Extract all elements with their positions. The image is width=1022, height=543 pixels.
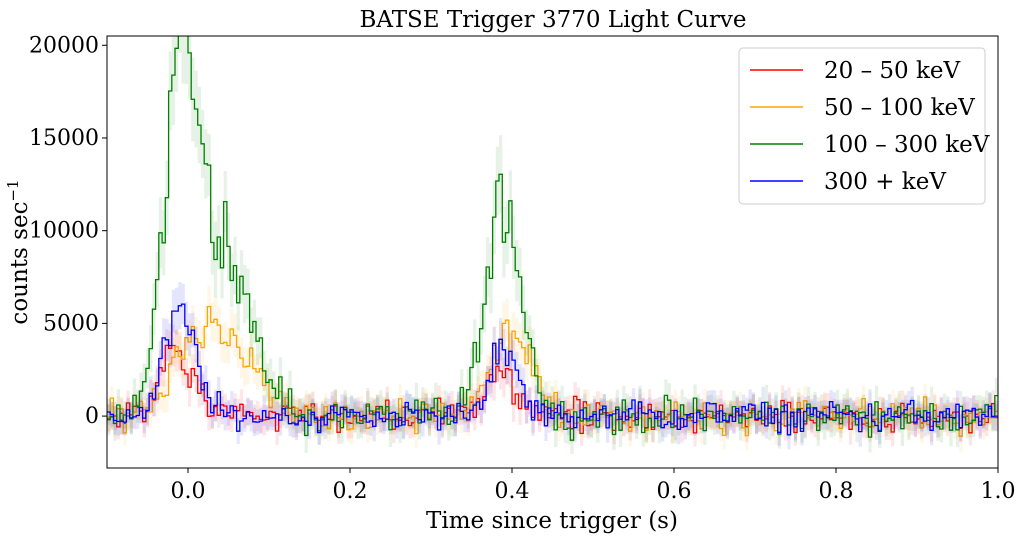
x-tick-label: 0.0 [171,479,206,504]
y-tick-label: 10000 [29,219,99,244]
series-error-band [107,36,998,454]
series-2 [107,36,998,454]
legend: 20 – 50 keV 50 – 100 keV 100 – 300 keV 300 … [738,47,990,205]
y-axis-title: counts sec−1 [4,179,33,324]
series-layer [107,36,998,454]
y-axis-title-text: counts sec [7,202,33,325]
legend-label: 300 + keV [824,169,946,195]
series-error-band [107,324,998,447]
chart-title: BATSE Trigger 3770 Light Curve [359,7,746,33]
legend-label: 50 – 100 keV [824,95,975,121]
legend-label: 20 – 50 keV [824,58,961,84]
y-axis-title-superscript: −1 [4,179,22,201]
series-error-band [107,282,998,450]
x-tick-label: 0.2 [333,479,368,504]
series-3 [107,282,998,450]
x-tick-label: 0.4 [495,479,530,504]
y-tick-label: 20000 [29,33,99,58]
x-tick-label: 0.8 [819,479,854,504]
legend-frame [738,47,986,205]
y-tick-label: 0 [85,404,99,429]
y-tick-label: 5000 [43,311,99,336]
y-axis: 0 5000 10000 15000 20000 [29,33,107,429]
x-axis: 0.0 0.2 0.4 0.6 0.8 1.0 [171,468,1016,504]
series-line [107,36,998,441]
series-line [107,303,998,436]
x-axis-title: Time since trigger (s) [426,508,678,534]
plot-frame [106,35,999,469]
y-tick-label: 15000 [29,126,99,151]
x-tick-label: 1.0 [981,479,1016,504]
legend-label: 100 – 300 keV [824,132,990,158]
x-tick-label: 0.6 [657,479,692,504]
